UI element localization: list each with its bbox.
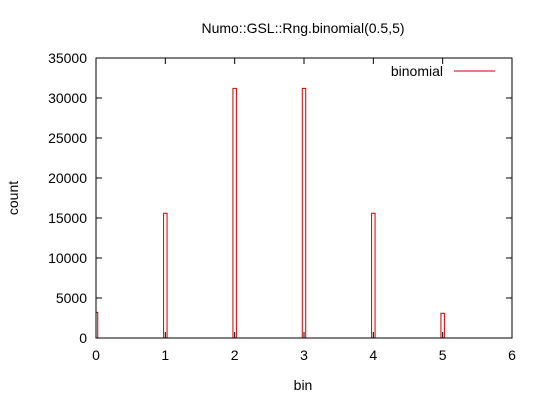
- y-axis-label: count: [5, 181, 21, 215]
- y-tick-label: 35000: [48, 50, 87, 66]
- x-tick-label: 4: [369, 347, 377, 363]
- y-tick-label: 20000: [48, 170, 87, 186]
- tick-group: 0 5000 10000 15000 20000 25000 30000 35000 0 1 2 3 4…: [48, 50, 516, 363]
- bar-4: [372, 213, 375, 338]
- plot-frame: [96, 58, 512, 338]
- x-tick-label: 6: [508, 347, 516, 363]
- bar-3: [302, 88, 305, 338]
- y-tick-label: 15000: [48, 210, 87, 226]
- bar-1: [164, 213, 167, 338]
- bars-group: [96, 88, 444, 338]
- x-tick-label: 1: [161, 347, 169, 363]
- y-tick-label: 0: [79, 330, 87, 346]
- x-tick-label: 3: [300, 347, 308, 363]
- bar-2: [233, 88, 236, 338]
- legend-label-binomial: binomial: [391, 63, 443, 79]
- x-axis-label: bin: [294, 377, 313, 393]
- x-tick-label: 2: [231, 347, 239, 363]
- x-tick-label: 0: [92, 347, 100, 363]
- y-tick-label: 25000: [48, 130, 87, 146]
- y-tick-label: 10000: [48, 250, 87, 266]
- x-tick-label: 5: [439, 347, 447, 363]
- y-tick-label: 5000: [56, 290, 87, 306]
- chart-title: Numo::GSL::Rng.binomial(0.5,5): [201, 20, 404, 36]
- y-tick-label: 30000: [48, 90, 87, 106]
- legend: binomial: [391, 63, 495, 79]
